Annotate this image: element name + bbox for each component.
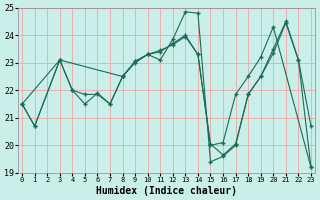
X-axis label: Humidex (Indice chaleur): Humidex (Indice chaleur) (96, 186, 237, 196)
